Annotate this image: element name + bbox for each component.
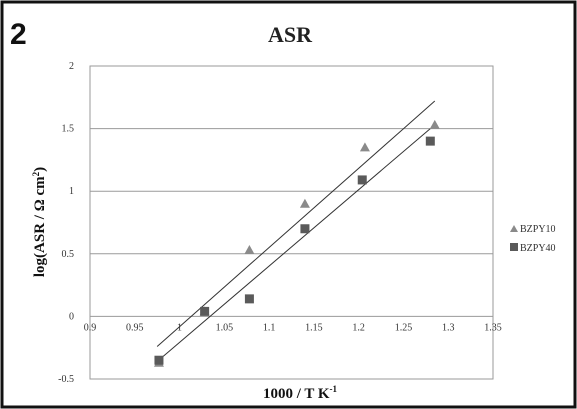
x-tick-labels: 0.9 0.95 1 1.05 1.1 1.15 1.2 1.25 1.3 1.35 [84, 322, 502, 333]
square-point [154, 355, 164, 365]
data-points-layer [153, 119, 440, 367]
square-point [200, 306, 210, 316]
panel-number: 2 [10, 18, 27, 51]
trendline [156, 128, 431, 362]
legend: BZPY10 BZPY40 [510, 224, 556, 254]
x-tick-label: 0.9 [84, 322, 97, 333]
y-tick-label: 1 [69, 186, 74, 197]
chart-title: ASR [268, 22, 313, 47]
legend-square-marker [510, 243, 518, 251]
legend-label-bzpy10: BZPY10 [520, 224, 556, 235]
y-axis-title: log(ASR / Ω cm2) [31, 167, 48, 277]
x-tick-label: 1.05 [216, 322, 234, 333]
square-point [300, 224, 310, 234]
square-point [425, 136, 435, 146]
x-tick-label: 1.15 [305, 322, 323, 333]
y-tick-label: 1.5 [62, 124, 75, 135]
grid-layer [90, 65, 493, 380]
x-tick-label: 1.3 [442, 322, 455, 333]
x-tick-label: 1.25 [395, 322, 413, 333]
triangle-point [299, 198, 310, 208]
trendline [156, 100, 436, 347]
triangle-point [429, 119, 440, 129]
legend-label-bzpy40: BZPY40 [520, 243, 556, 254]
x-axis-title: 1000 / T K-1 [263, 384, 338, 402]
y-tick-label: 0 [69, 311, 74, 322]
x-tick-label: 1.2 [352, 322, 365, 333]
x-tick-label: 1 [177, 322, 182, 333]
y-tick-label: -0.5 [58, 374, 74, 385]
plot-area [89, 65, 494, 380]
y-tick-labels: -0.5 0 0.5 1 1.5 2 [58, 61, 74, 385]
triangle-point [244, 245, 255, 255]
x-tick-label: 1.35 [484, 322, 502, 333]
x-tick-label: 0.95 [126, 322, 144, 333]
y-tick-label: 0.5 [62, 249, 75, 260]
triangle-point [359, 142, 370, 152]
y-tick-label: 2 [69, 61, 74, 72]
trendline-layer [156, 100, 436, 362]
square-point [244, 294, 254, 304]
legend-triangle-marker [510, 225, 518, 232]
square-point [357, 175, 367, 185]
x-tick-label: 1.1 [263, 322, 276, 333]
